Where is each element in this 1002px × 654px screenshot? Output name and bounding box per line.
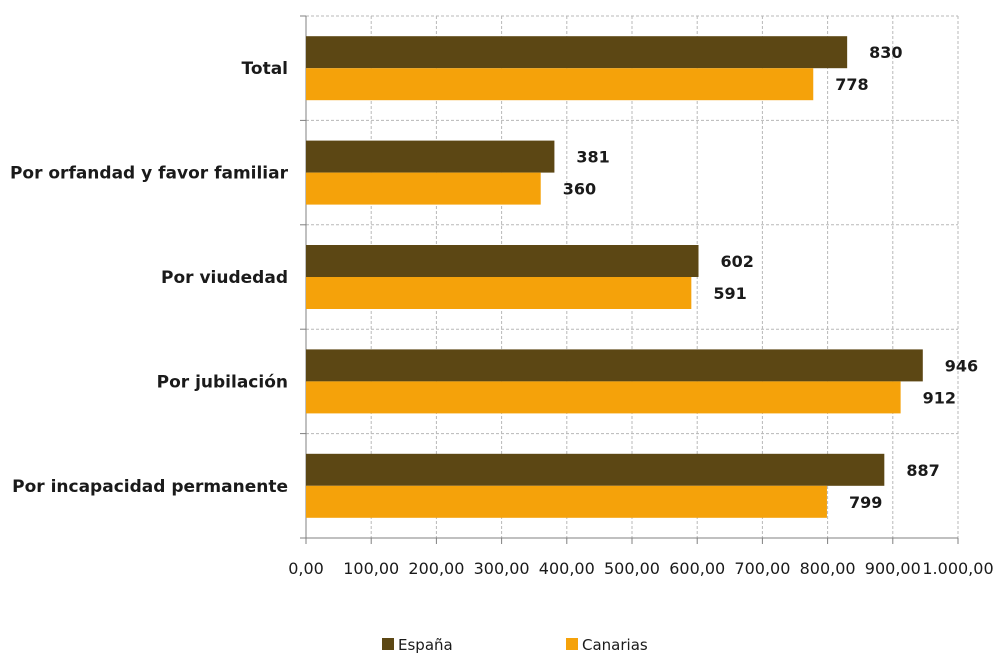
bar-espana (306, 349, 923, 382)
data-label: 591 (713, 284, 746, 303)
x-tick-label: 0,00 (288, 559, 324, 578)
bar-canarias (306, 381, 901, 414)
data-label: 778 (835, 75, 868, 94)
data-label: 799 (849, 493, 882, 512)
category-label: Por viudedad (161, 268, 288, 288)
data-label: 602 (721, 252, 754, 271)
data-label: 381 (576, 148, 609, 167)
category-label: Por orfandad y favor familiar (10, 164, 289, 184)
bar-espana (306, 36, 848, 69)
bar-espana (306, 245, 699, 277)
category-label: Por jubilación (157, 372, 288, 392)
legend-label: Canarias (582, 636, 648, 654)
data-label: 946 (945, 356, 978, 375)
bar-canarias (306, 172, 541, 205)
x-tick-label: 900,00 (865, 559, 921, 578)
legend-swatch (382, 638, 394, 650)
x-tick-label: 500,00 (604, 559, 660, 578)
bar-canarias (306, 277, 692, 309)
bar-canarias (306, 68, 814, 101)
data-label: 830 (869, 43, 902, 62)
data-label: 360 (563, 180, 596, 199)
bar-espana (306, 453, 885, 486)
bar-espana (306, 140, 555, 173)
legend-label: España (398, 636, 453, 654)
data-label: 887 (906, 461, 939, 480)
legend-swatch (566, 638, 578, 650)
x-tick-label: 1.000,00 (922, 559, 993, 578)
x-tick-label: 300,00 (474, 559, 530, 578)
bar-canarias (306, 485, 827, 518)
x-tick-label: 800,00 (800, 559, 856, 578)
data-label: 912 (923, 388, 956, 407)
x-tick-label: 700,00 (734, 559, 790, 578)
category-label: Total (242, 59, 288, 79)
category-label: Por incapacidad permanente (12, 477, 288, 497)
x-tick-label: 400,00 (539, 559, 595, 578)
x-tick-label: 100,00 (343, 559, 399, 578)
x-tick-label: 200,00 (408, 559, 464, 578)
x-tick-label: 600,00 (669, 559, 725, 578)
